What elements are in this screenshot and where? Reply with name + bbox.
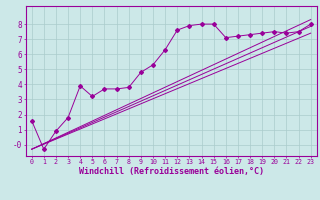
X-axis label: Windchill (Refroidissement éolien,°C): Windchill (Refroidissement éolien,°C) (79, 167, 264, 176)
